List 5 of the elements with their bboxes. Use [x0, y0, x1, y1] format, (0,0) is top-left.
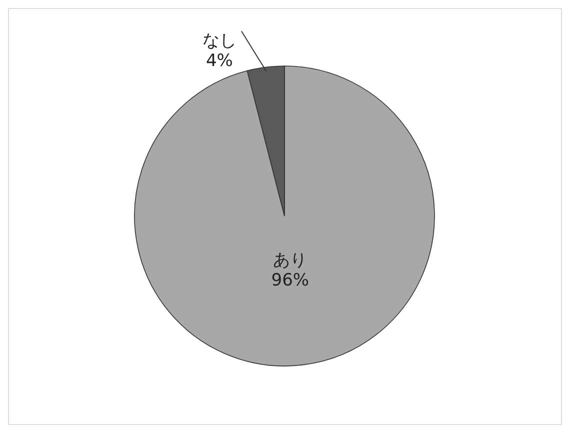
data-label: 96%: [271, 270, 310, 291]
slice-label: あり: [273, 250, 308, 271]
data-label: 4%: [206, 51, 233, 72]
slice-label: なし: [202, 31, 236, 52]
pie-slice: [134, 66, 435, 366]
